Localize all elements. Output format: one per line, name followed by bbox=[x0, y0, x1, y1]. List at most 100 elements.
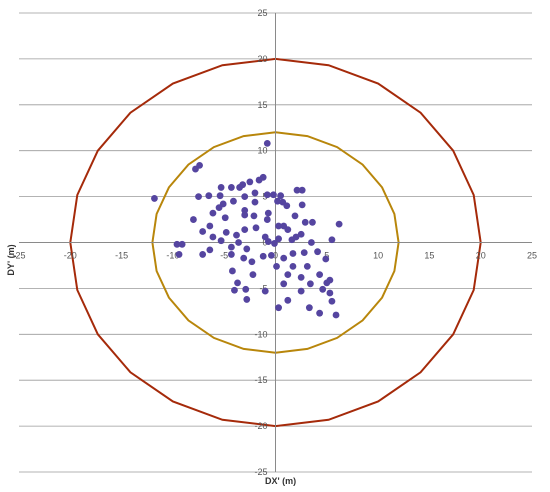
y-tick-label: -20 bbox=[254, 421, 267, 431]
data-point bbox=[178, 240, 186, 248]
data-point bbox=[291, 212, 299, 220]
data-point bbox=[263, 191, 271, 199]
x-tick-label: 0 bbox=[273, 251, 278, 261]
data-point bbox=[306, 280, 314, 288]
data-point bbox=[227, 251, 235, 258]
data-point bbox=[275, 222, 282, 230]
data-point bbox=[289, 262, 297, 270]
data-point bbox=[263, 216, 271, 223]
data-point bbox=[240, 254, 248, 262]
data-point bbox=[246, 178, 254, 186]
data-point bbox=[288, 236, 296, 244]
data-point bbox=[222, 229, 230, 236]
data-point bbox=[316, 309, 324, 317]
data-point bbox=[229, 267, 236, 275]
data-point bbox=[300, 249, 308, 256]
data-point bbox=[243, 245, 251, 253]
data-point bbox=[215, 204, 223, 212]
data-point bbox=[326, 289, 334, 297]
y-tick-label: -10 bbox=[254, 329, 267, 339]
data-point bbox=[328, 297, 336, 305]
data-point bbox=[293, 186, 301, 194]
data-point bbox=[298, 201, 306, 209]
data-point bbox=[319, 285, 327, 293]
data-point bbox=[263, 139, 271, 147]
y-tick-label: 20 bbox=[257, 54, 267, 64]
data-point bbox=[206, 246, 214, 254]
y-tick-label: 15 bbox=[257, 100, 267, 110]
data-point bbox=[314, 248, 321, 256]
data-point bbox=[277, 192, 285, 200]
data-point bbox=[332, 311, 340, 319]
x-tick-label: -10 bbox=[166, 251, 179, 261]
data-point bbox=[303, 262, 311, 270]
data-point bbox=[275, 304, 282, 312]
data-point bbox=[264, 238, 272, 245]
data-point bbox=[308, 239, 315, 246]
data-point bbox=[217, 237, 225, 245]
data-point bbox=[241, 193, 249, 201]
data-point bbox=[151, 195, 158, 202]
data-point bbox=[173, 240, 181, 248]
data-point bbox=[209, 209, 217, 217]
y-tick-label: 0 bbox=[262, 238, 267, 248]
data-point bbox=[280, 280, 288, 288]
data-point bbox=[209, 233, 217, 241]
y-tick-label: 25 bbox=[257, 8, 267, 18]
data-point bbox=[267, 251, 275, 259]
data-point bbox=[221, 214, 229, 222]
data-point bbox=[227, 184, 235, 191]
data-point bbox=[216, 192, 224, 200]
data-point bbox=[250, 212, 258, 220]
data-point bbox=[297, 287, 305, 295]
data-point bbox=[249, 271, 257, 279]
x-tick-label: -25 bbox=[12, 251, 25, 261]
data-point bbox=[328, 236, 336, 244]
data-point bbox=[284, 296, 292, 304]
data-point bbox=[231, 286, 238, 294]
data-point bbox=[175, 251, 183, 258]
data-points bbox=[151, 139, 343, 319]
data-point bbox=[271, 240, 278, 247]
x-tick-label: 25 bbox=[527, 251, 537, 261]
data-point bbox=[275, 235, 282, 243]
data-point bbox=[230, 197, 237, 205]
data-point bbox=[297, 230, 305, 238]
x-tick-label: -20 bbox=[64, 251, 77, 261]
x-axis-label: DX' (m) bbox=[265, 476, 296, 486]
data-point bbox=[241, 211, 249, 219]
data-point bbox=[264, 209, 272, 217]
x-tick-label: -5 bbox=[220, 251, 228, 261]
data-point bbox=[199, 251, 207, 258]
data-point bbox=[283, 202, 291, 210]
data-point bbox=[233, 231, 240, 239]
data-point bbox=[190, 216, 197, 223]
data-point bbox=[274, 197, 281, 205]
x-tick-label: 5 bbox=[324, 251, 329, 261]
data-point bbox=[241, 226, 249, 234]
y-tick-label: 10 bbox=[257, 146, 267, 156]
data-point bbox=[192, 165, 199, 173]
data-point bbox=[243, 296, 251, 303]
data-point bbox=[309, 218, 316, 226]
data-point bbox=[259, 252, 267, 260]
data-point bbox=[270, 191, 277, 199]
data-point bbox=[252, 224, 260, 232]
data-point bbox=[284, 271, 292, 279]
data-point bbox=[195, 193, 202, 201]
data-point bbox=[316, 271, 324, 279]
x-tick-label: 10 bbox=[373, 251, 383, 261]
data-point bbox=[248, 258, 256, 266]
data-point bbox=[251, 198, 259, 206]
data-point bbox=[284, 226, 292, 234]
data-point bbox=[234, 279, 241, 287]
y-tick-label: -25 bbox=[254, 467, 267, 477]
data-point bbox=[297, 273, 305, 281]
data-point bbox=[236, 184, 243, 191]
data-point bbox=[305, 304, 313, 312]
data-point bbox=[206, 222, 214, 230]
x-tick-label: 15 bbox=[424, 251, 434, 261]
data-point bbox=[322, 255, 330, 263]
data-point bbox=[289, 250, 297, 257]
y-axis-label: DY' (m) bbox=[6, 244, 16, 275]
